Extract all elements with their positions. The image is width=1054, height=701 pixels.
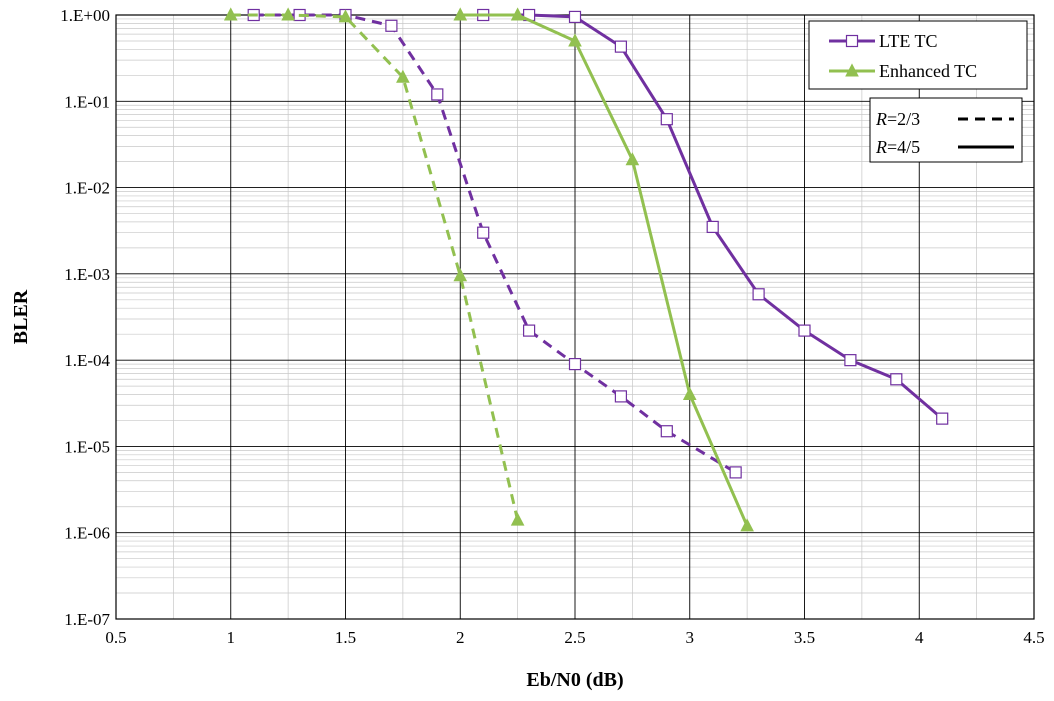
series-line: [230, 13, 520, 521]
y-tick-label: 1.E-02: [64, 179, 110, 198]
legend-swatch-marker: [845, 34, 859, 48]
data-point: [936, 412, 949, 425]
y-axis-title: BLER: [10, 289, 32, 344]
data-point: [890, 373, 903, 386]
data-point: [281, 7, 295, 21]
data-point: [706, 220, 719, 234]
data-point: [740, 518, 754, 532]
data-point: [614, 390, 628, 403]
y-tick-label: 1.E-01: [64, 92, 110, 111]
data-point: [752, 288, 765, 301]
data-point: [568, 10, 582, 24]
legend-rate-label: R=2/3: [875, 109, 920, 129]
series-2: [477, 8, 949, 425]
data-point: [522, 324, 536, 337]
x-tick-label: 2: [456, 628, 465, 647]
series-3: [453, 7, 754, 532]
rate-symbol: R: [875, 137, 887, 157]
legend-rate-label: R=4/5: [875, 137, 920, 157]
rate-symbol: R: [875, 109, 887, 129]
y-tick-label: 1.E-04: [64, 351, 110, 370]
data-point: [625, 152, 640, 166]
data-point: [682, 386, 697, 400]
x-axis-tick-labels: 0.5 1 1.5 2 2.5 3 3.5 4 4.5: [105, 628, 1044, 647]
data-point: [660, 113, 673, 126]
data-point: [396, 69, 410, 83]
data-point: [660, 425, 673, 438]
data-point: [453, 7, 468, 21]
legend-rate-box: [869, 97, 1023, 163]
x-tick-label: 4: [915, 628, 924, 647]
x-tick-label: 3: [686, 628, 695, 647]
x-tick-label: 3.5: [794, 628, 815, 647]
x-tick-label: 1: [227, 628, 236, 647]
x-tick-label: 4.5: [1023, 628, 1044, 647]
legend-series-box: [808, 20, 1028, 90]
y-tick-label: 1.E-05: [64, 437, 110, 456]
data-point: [729, 466, 742, 479]
series-layer: [223, 7, 949, 532]
series-line: [253, 13, 737, 474]
data-point: [477, 226, 490, 239]
y-tick-label: 1.E-06: [64, 524, 110, 543]
data-point: [338, 9, 353, 23]
x-tick-label: 0.5: [105, 628, 126, 647]
data-point: [614, 40, 628, 53]
y-tick-label: 1.E+00: [60, 6, 110, 25]
series-line: [460, 13, 749, 527]
data-point: [568, 33, 582, 47]
y-tick-label: 1.E-07: [64, 610, 110, 629]
legend-label: LTE TC: [879, 31, 938, 51]
x-axis-title: Eb/N0 (dB): [526, 669, 623, 691]
x-tick-label: 2.5: [564, 628, 585, 647]
legend-series: LTE TC Enhanced TC: [808, 20, 1028, 90]
data-point: [510, 7, 525, 21]
data-point: [453, 268, 468, 282]
data-point: [568, 357, 582, 371]
data-point: [223, 7, 238, 21]
rate-value: =2/3: [887, 109, 920, 129]
data-point: [510, 512, 525, 526]
series-1: [223, 7, 525, 526]
x-tick-label: 1.5: [335, 628, 356, 647]
series-0: [247, 8, 742, 479]
y-tick-label: 1.E-03: [64, 265, 110, 284]
legend-rate: R=2/3R=4/5: [869, 97, 1023, 163]
data-point: [385, 19, 398, 32]
data-point: [844, 354, 857, 367]
data-point: [431, 88, 444, 101]
rate-value: =4/5: [887, 137, 920, 157]
y-axis-tick-labels: 1.E+00 1.E-01 1.E-02 1.E-03 1.E-04 1.E-05 1.E-…: [60, 6, 110, 629]
legend-swatch-marker: [845, 63, 859, 77]
data-point: [798, 324, 811, 337]
legend-label: Enhanced TC: [879, 61, 977, 81]
